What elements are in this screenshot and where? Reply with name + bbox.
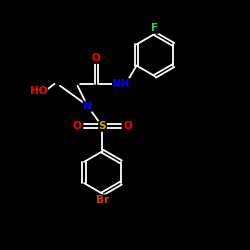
Text: HO: HO [30, 86, 48, 96]
Text: O: O [92, 53, 100, 63]
Text: S: S [99, 121, 106, 131]
Text: NH: NH [112, 79, 130, 89]
Text: N: N [83, 101, 92, 111]
Text: F: F [152, 23, 158, 33]
Text: O: O [72, 121, 82, 131]
Text: O: O [124, 121, 132, 131]
Text: Br: Br [96, 195, 109, 205]
